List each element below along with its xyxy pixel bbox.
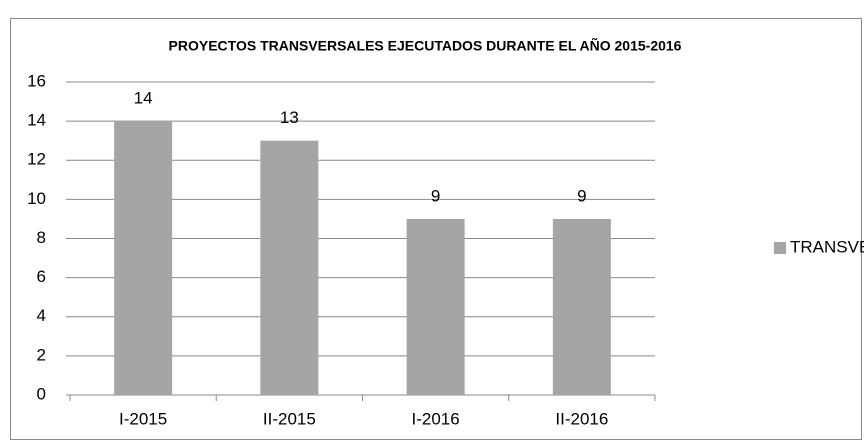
y-tick-label: 8 [37, 228, 46, 247]
data-label: 14 [134, 89, 153, 108]
y-tick-label: 14 [27, 111, 46, 130]
bar [406, 218, 465, 395]
chart-title: PROYECTOS TRANSVERSALES EJECUTADOS DURAN… [169, 37, 682, 54]
x-tick-label: II-2015 [263, 409, 316, 428]
legend-swatch [774, 242, 786, 254]
y-tick-label: 12 [27, 150, 46, 169]
y-tick-label: 10 [27, 189, 46, 208]
x-tick-label: I-2015 [119, 409, 167, 428]
y-tick-label: 16 [27, 71, 46, 90]
y-tick-label: 4 [37, 306, 46, 325]
y-tick-label: 2 [37, 345, 46, 364]
bar [114, 121, 173, 395]
bar [552, 218, 611, 395]
bar [260, 140, 319, 395]
data-label: 13 [280, 108, 299, 127]
y-tick-label: 0 [37, 384, 46, 403]
x-tick-label: I-2016 [412, 409, 460, 428]
y-tick-label: 6 [37, 267, 46, 286]
x-tick-label: II-2016 [555, 409, 608, 428]
data-label: 9 [577, 186, 586, 205]
legend-label: TRANSVERSAL [790, 237, 864, 256]
data-label: 9 [431, 186, 440, 205]
